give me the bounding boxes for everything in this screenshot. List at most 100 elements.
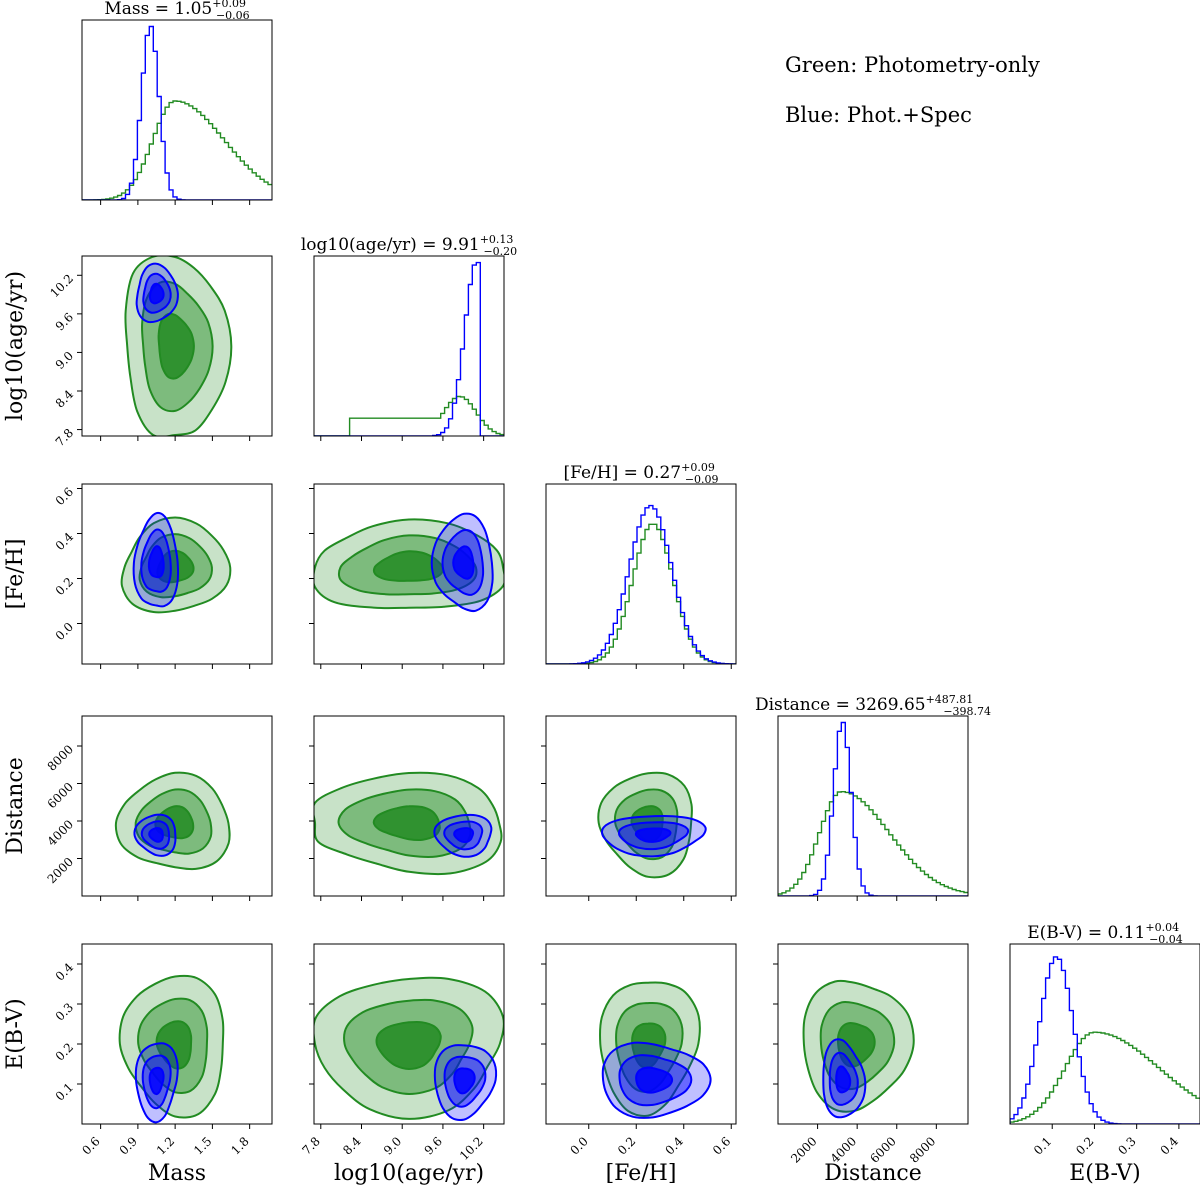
contour-blue-39% [835,1065,852,1094]
contour-blue-39% [148,282,165,305]
x-tick-label-distance: 2000 [788,1134,819,1165]
panel-distance-vs-logage [309,715,505,901]
panel-ebv-vs-ebv: E(B-V) = 0.11+0.04 −0.04 0.1 0.2 0.3 0.4 E(B-V… [1009,921,1200,1186]
y-tick-label-distance: 2000 [45,855,76,886]
title-err-minus: −398.74 [943,705,991,718]
title-err-plus: +0.09 [212,0,246,10]
panels-layer: Mass = 1.05+0.09 −0.067.88.49.09.610.2log… [3,0,1200,1186]
legend-entry-blue: Blue: Phot.+Spec [785,103,972,127]
title-err-minus: −0.20 [483,245,517,258]
y-tick-label-feh: 0.2 [53,575,76,598]
x-tick-label-feh: 0.2 [615,1134,638,1157]
panel-mass-vs-mass: Mass = 1.05+0.09 −0.06 [81,0,273,205]
panel-frame [545,483,737,665]
y-tick-label-logage: 8.4 [53,387,77,411]
x-tick-label-feh: 0.4 [662,1134,686,1158]
panel-frame [81,943,273,1125]
panel-frame [313,483,505,665]
histogram-green-logage [314,395,504,436]
x-axis-label-mass: Mass [148,1161,206,1186]
panel-frame [81,483,273,665]
panel-ebv-vs-feh: 0.0 0.2 0.4 0.6 [Fe/H] [541,943,737,1186]
x-tick-label-mass: 0.9 [117,1134,140,1157]
title-err-minus: −0.06 [216,9,250,22]
contour-blue-39% [635,1066,674,1094]
contour-green-39% [154,805,195,840]
histogram-green-mass [82,100,272,200]
histogram-green-feh [546,523,736,664]
panel-logage-vs-logage: log10(age/yr) = 9.91+0.13 −0.20 [301,233,517,441]
legend-entry-green: Green: Photometry-only [785,53,1040,77]
x-tick-label-mass: 1.2 [154,1134,177,1157]
x-tick-label-logage: 9.0 [381,1134,404,1157]
histogram-blue-logage [314,261,504,436]
histogram-blue-ebv [1010,956,1200,1124]
panel-distance-vs-distance: Distance = 3269.65+487.81 −398.74 [755,693,991,901]
x-tick-label-mass: 1.8 [228,1134,251,1157]
panel-frame [777,715,969,897]
panel-title-logage: log10(age/yr) = 9.91+0.13 −0.20 [301,233,517,258]
title-err-minus: −0.09 [685,473,719,486]
contour-green-39% [372,550,444,582]
title-err-plus: +0.13 [480,233,514,246]
title-err-minus: −0.04 [1149,933,1183,946]
x-axis-label-ebv: E(B-V) [1069,1161,1141,1186]
panel-frame [545,715,737,897]
x-tick-label-feh: 0.6 [710,1134,733,1157]
y-tick-label-ebv: 0.3 [53,1000,76,1023]
y-axis-label-distance: Distance [3,757,28,854]
y-tick-label-feh: 0.6 [53,485,76,508]
panel-frame [81,255,273,437]
panel-frame [313,715,505,897]
title-err-plus: +0.04 [1145,921,1179,934]
x-tick-label-logage: 8.4 [340,1134,364,1158]
y-tick-label-logage: 7.8 [53,426,76,449]
y-axis-label-logage: log10(age/yr) [3,271,28,421]
y-tick-label-feh: 0.4 [53,529,77,553]
y-tick-label-feh: 0.0 [53,620,76,643]
y-tick-label-logage: 9.0 [53,349,76,372]
y-tick-label-distance: 4000 [45,817,76,848]
histogram-green-ebv [1010,1031,1200,1124]
contour-blue-39% [453,827,475,844]
x-tick-label-ebv: 0.1 [1031,1134,1054,1157]
panel-title-distance: Distance = 3269.65+487.81 −398.74 [755,693,991,718]
x-tick-label-ebv: 0.3 [1115,1134,1138,1157]
y-axis-label-feh: [Fe/H] [3,539,28,610]
title-err-plus: +487.81 [926,693,974,706]
x-axis-label-distance: Distance [824,1161,921,1186]
x-tick-label-logage: 9.6 [422,1134,445,1157]
contour-blue-39% [453,1067,476,1095]
y-tick-label-distance: 8000 [45,742,76,773]
panel-frame [81,715,273,897]
x-tick-label-ebv: 0.4 [1158,1134,1182,1158]
y-tick-label-logage: 10.2 [47,272,76,301]
title-text: Mass = 1.05 [104,0,212,19]
contour-blue-39% [452,545,475,580]
y-tick-label-distance: 6000 [45,780,76,811]
y-tick-label-logage: 9.6 [53,310,76,333]
histogram-green-distance [778,791,968,896]
contour-green-39% [157,312,195,380]
title-err-plus: +0.09 [681,461,715,474]
title-text: [Fe/H] = 0.27 [563,463,681,483]
panel-title-mass: Mass = 1.05+0.09 −0.06 [104,0,249,22]
panel-logage-vs-mass: 7.8 8.4 9.0 9.6 10.2 log10(age/yr) [3,255,273,449]
legend: Green: Photometry-only Blue: Phot.+Spec [785,53,1040,127]
panel-ebv-vs-mass: 0.6 0.9 1.2 1.5 1.8 0.1 0.2 0.3 0.4 E(B-V) Mass [3,943,273,1186]
title-text: Distance = 3269.65 [755,695,926,715]
title-text: E(B-V) = 0.11 [1027,923,1145,943]
panel-feh-vs-feh: [Fe/H] = 0.27+0.09 −0.09 [545,461,737,669]
x-tick-label-feh: 0.0 [567,1134,590,1157]
panel-feh-vs-logage [309,483,505,669]
histogram-blue-mass [82,25,272,200]
x-tick-label-logage: 10.2 [457,1134,486,1163]
contour-green-39% [836,1021,876,1068]
x-tick-label-logage: 7.8 [300,1134,323,1157]
contour-blue-39% [634,827,672,843]
contour-blue-39% [147,545,165,579]
panel-title-ebv: E(B-V) = 0.11+0.04 −0.04 [1027,921,1183,946]
